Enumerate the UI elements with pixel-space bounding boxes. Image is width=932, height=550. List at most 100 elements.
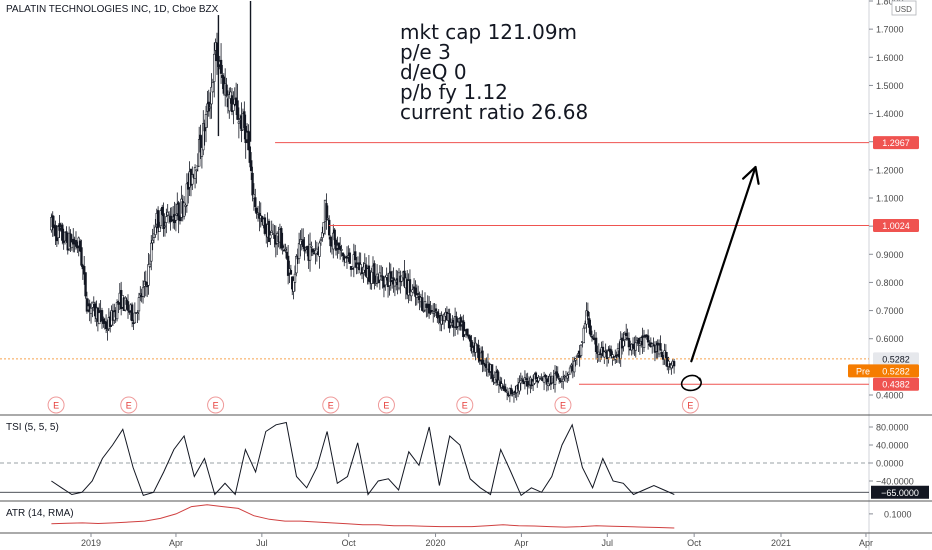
candle (537, 374, 540, 384)
tsi-tick-label: 40.0000 (876, 441, 909, 451)
candle (237, 107, 241, 139)
candle-body (598, 353, 602, 356)
candle (147, 253, 150, 295)
candle-body (166, 211, 169, 216)
candle-body (144, 281, 147, 286)
candle-body (232, 103, 235, 111)
candle-body (54, 225, 57, 236)
currency-box (891, 0, 917, 16)
candle (512, 390, 516, 403)
candle (589, 319, 592, 337)
arrow-head (741, 165, 760, 185)
candle-body (614, 356, 617, 360)
candle (152, 224, 156, 244)
price-axis[interactable]: 1.80001.70001.60001.50001.40001.30001.20… (869, 0, 904, 401)
candle-body (434, 308, 438, 312)
candle (145, 281, 149, 298)
candle-body (147, 264, 150, 286)
candle (500, 377, 503, 391)
candle (273, 225, 276, 248)
candle (200, 135, 204, 169)
candle (638, 336, 642, 355)
candle-body (504, 389, 507, 393)
candle-body (115, 302, 119, 320)
candle (229, 87, 232, 104)
candle-body (182, 202, 186, 217)
candle-body (318, 242, 321, 257)
candle-body (652, 344, 655, 346)
candle (503, 379, 506, 392)
candle (85, 291, 89, 314)
time-axis[interactable]: 2019 Apr Jul Oct 2020 Apr Jul Oct 2021 Apr (81, 533, 873, 548)
candle (98, 303, 101, 325)
candle (295, 254, 298, 277)
candle-body (325, 203, 328, 221)
candle-body (627, 338, 631, 348)
candle-body (169, 215, 172, 223)
candle-body (210, 86, 213, 105)
candle (78, 238, 82, 252)
candle (178, 215, 182, 225)
candle (354, 244, 357, 268)
candle (442, 313, 446, 330)
candle (166, 204, 169, 217)
candle-body (416, 293, 420, 295)
candle (557, 375, 561, 384)
candle (586, 302, 590, 320)
candle (91, 301, 94, 318)
note-line-5: current ratio 26.68 (400, 100, 588, 124)
candle (292, 276, 295, 300)
candle-body (92, 302, 95, 305)
candle (534, 371, 538, 380)
candle-body (284, 248, 287, 251)
candle-body (448, 313, 451, 329)
candle (627, 332, 631, 356)
candle (622, 331, 625, 352)
candle-body (88, 303, 91, 312)
earnings-label: E (126, 401, 132, 411)
candle (207, 89, 210, 117)
candle (289, 264, 293, 275)
candle-body (76, 245, 79, 249)
candle-body (585, 310, 588, 325)
candle (367, 254, 371, 285)
candle (137, 292, 141, 321)
candle (228, 87, 231, 119)
candle-body (213, 53, 216, 82)
candle (193, 164, 197, 189)
candle (65, 226, 68, 243)
candle (393, 278, 397, 297)
candle-body (624, 332, 628, 336)
candle (568, 365, 572, 375)
time-tick-label: Apr (859, 538, 873, 548)
candle (385, 267, 388, 281)
candle-body (456, 321, 460, 327)
candle (280, 226, 283, 251)
candle (672, 358, 676, 374)
candle (88, 299, 91, 322)
candle (255, 207, 258, 219)
candle (156, 206, 160, 241)
candle (448, 308, 451, 333)
candle-body (267, 220, 271, 242)
earnings-marker: E (120, 396, 138, 414)
candle-body (582, 327, 585, 344)
candle (70, 234, 74, 251)
candle (299, 230, 302, 257)
candle-body (385, 274, 388, 278)
candle (505, 387, 509, 401)
candle (597, 343, 601, 362)
candle (423, 292, 427, 313)
candle-body (117, 301, 120, 305)
candle-body (410, 291, 413, 297)
candle-body (100, 310, 104, 322)
candle (311, 248, 314, 256)
candle-body (590, 336, 594, 338)
level-label-box (873, 377, 919, 391)
candle-body (83, 266, 86, 275)
candle-body (311, 248, 314, 253)
candle-body (526, 380, 529, 387)
candle (642, 329, 646, 352)
